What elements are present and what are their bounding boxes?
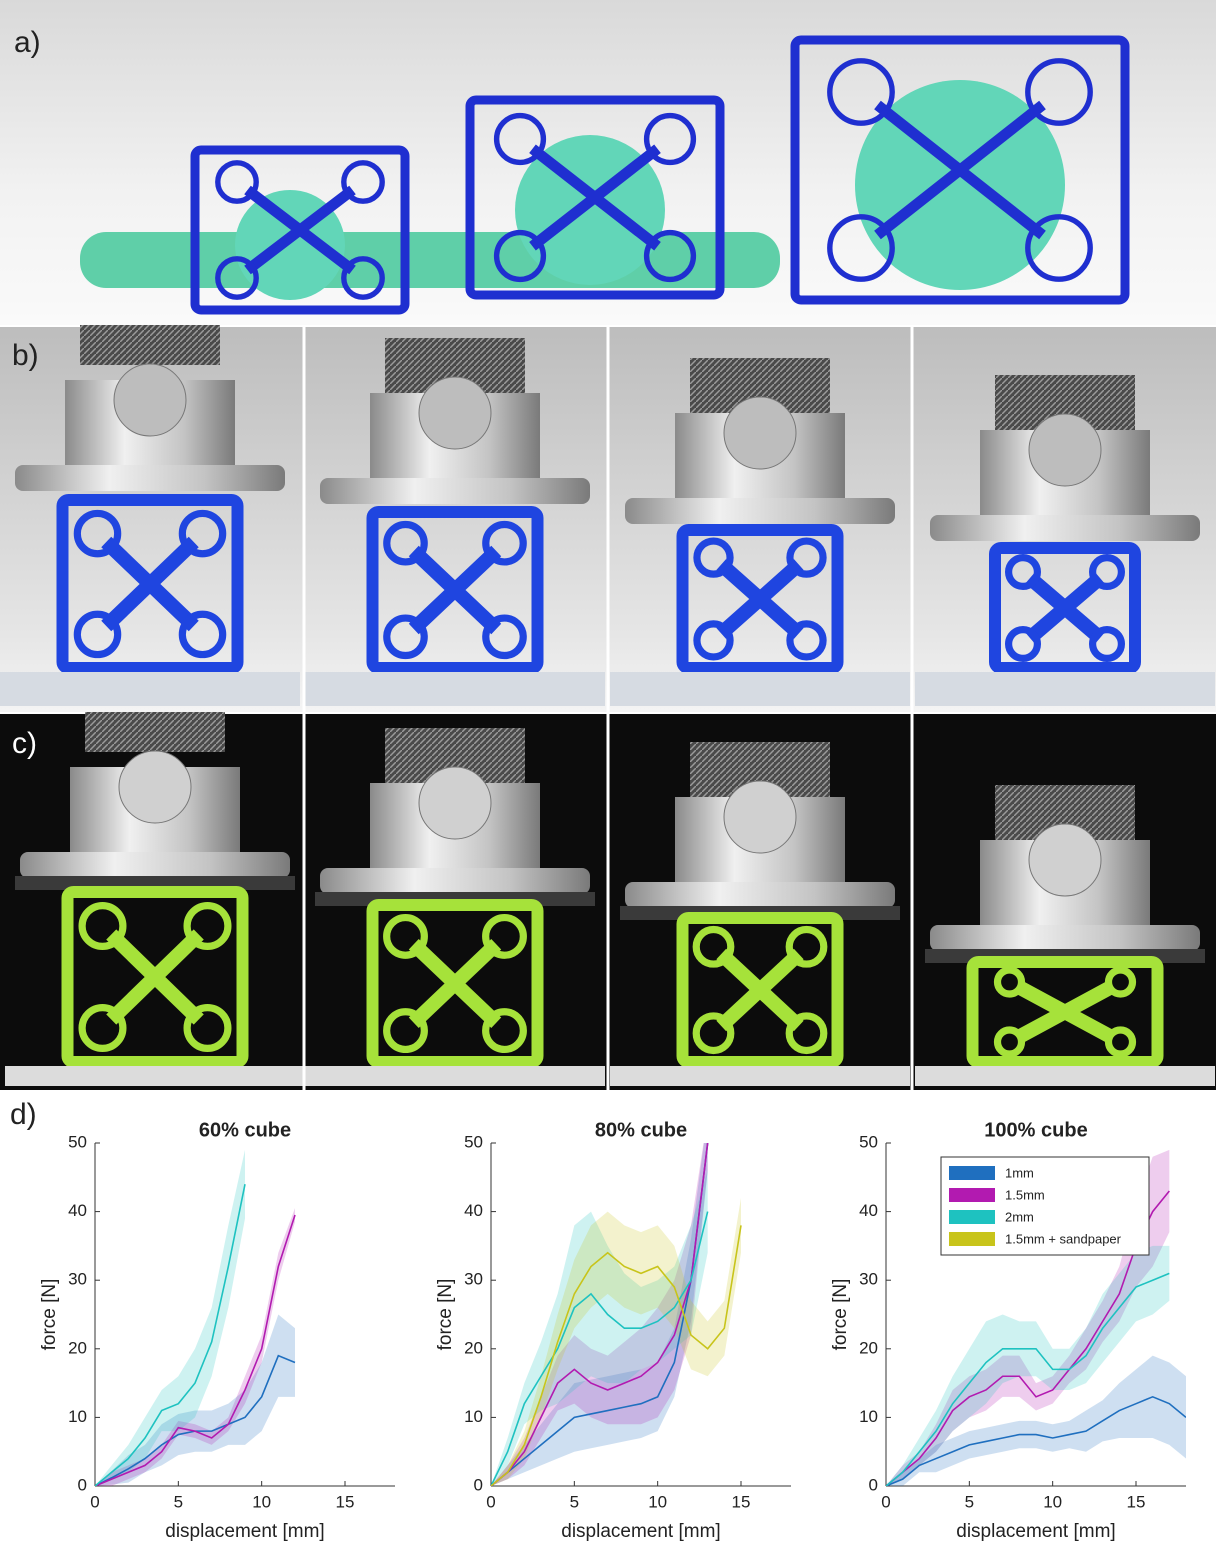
- base: [0, 672, 300, 706]
- chuck-knob: [724, 781, 796, 853]
- chuck-knob: [114, 364, 186, 436]
- x-tick-label: 5: [965, 1492, 974, 1511]
- x-axis-label: displacement [mm]: [561, 1521, 720, 1542]
- y-axis-label: force [N]: [39, 1279, 60, 1351]
- y-tick-label: 0: [78, 1475, 87, 1494]
- legend-swatch: [949, 1166, 995, 1180]
- panel-label: a): [14, 26, 41, 59]
- x-axis-label: displacement [mm]: [956, 1521, 1115, 1542]
- base: [610, 672, 910, 706]
- base: [915, 672, 1215, 706]
- x-tick-label: 10: [1043, 1492, 1062, 1511]
- base: [915, 1066, 1215, 1086]
- panel-label: d): [10, 1098, 37, 1131]
- x-tick-label: 0: [881, 1492, 890, 1511]
- plate: [625, 882, 895, 908]
- y-tick-label: 40: [464, 1201, 483, 1220]
- x-tick-label: 15: [732, 1492, 751, 1511]
- error-band: [886, 1246, 1169, 1486]
- y-axis-label: force [N]: [830, 1279, 851, 1351]
- base: [305, 672, 605, 706]
- y-tick-label: 0: [869, 1475, 878, 1494]
- y-tick-label: 40: [68, 1201, 87, 1220]
- legend-swatch: [949, 1188, 995, 1202]
- chart-title: 100% cube: [984, 1119, 1087, 1141]
- y-tick-label: 30: [859, 1270, 878, 1289]
- chuck-knob: [419, 377, 491, 449]
- base: [305, 1066, 605, 1086]
- x-tick-label: 10: [252, 1492, 271, 1511]
- x-tick-label: 10: [648, 1492, 667, 1511]
- figure: a) b) c) d) 60% cube displacement [mm] for…: [0, 0, 1216, 1546]
- legend-swatch: [949, 1232, 995, 1246]
- legend-swatch: [949, 1210, 995, 1224]
- y-tick-label: 20: [464, 1338, 483, 1357]
- plate: [930, 515, 1200, 541]
- x-tick-label: 0: [90, 1492, 99, 1511]
- x-tick-label: 15: [1127, 1492, 1146, 1511]
- knurl: [80, 325, 220, 365]
- y-tick-label: 20: [68, 1338, 87, 1357]
- chuck-knob: [119, 751, 191, 823]
- y-axis-label: force [N]: [435, 1279, 456, 1351]
- legend-label: 1.5mm + sandpaper: [1005, 1231, 1122, 1246]
- y-tick-label: 10: [859, 1407, 878, 1426]
- chart-title: 80% cube: [595, 1119, 687, 1141]
- legend-label: 1mm: [1005, 1165, 1034, 1180]
- plate: [930, 925, 1200, 951]
- chuck-knob: [724, 397, 796, 469]
- y-tick-label: 50: [859, 1132, 878, 1151]
- legend-label: 1.5mm: [1005, 1187, 1045, 1202]
- y-tick-label: 50: [68, 1132, 87, 1151]
- y-tick-label: 20: [859, 1338, 878, 1357]
- plate: [625, 498, 895, 524]
- y-tick-label: 10: [68, 1407, 87, 1426]
- panel-label: c): [12, 727, 37, 760]
- knurl: [85, 712, 225, 752]
- base: [5, 1066, 305, 1086]
- x-tick-label: 5: [174, 1492, 183, 1511]
- y-tick-label: 0: [474, 1475, 483, 1494]
- plate: [320, 478, 590, 504]
- chuck-knob: [419, 767, 491, 839]
- legend-label: 2mm: [1005, 1209, 1034, 1224]
- x-tick-label: 15: [336, 1492, 355, 1511]
- x-tick-label: 5: [570, 1492, 579, 1511]
- y-tick-label: 50: [464, 1132, 483, 1151]
- chuck-knob: [1029, 414, 1101, 486]
- chart-title: 60% cube: [199, 1119, 291, 1141]
- base: [610, 1066, 910, 1086]
- plate: [320, 868, 590, 894]
- plot-area: [491, 1116, 741, 1486]
- y-tick-label: 30: [68, 1270, 87, 1289]
- panel-label: b): [12, 339, 39, 372]
- plate: [15, 465, 285, 491]
- chuck-knob: [1029, 824, 1101, 896]
- x-axis-label: displacement [mm]: [165, 1521, 324, 1542]
- y-tick-label: 40: [859, 1201, 878, 1220]
- plot-area: [95, 1150, 295, 1486]
- x-tick-label: 0: [486, 1492, 495, 1511]
- plate: [20, 852, 290, 878]
- y-tick-label: 10: [464, 1407, 483, 1426]
- y-tick-label: 30: [464, 1270, 483, 1289]
